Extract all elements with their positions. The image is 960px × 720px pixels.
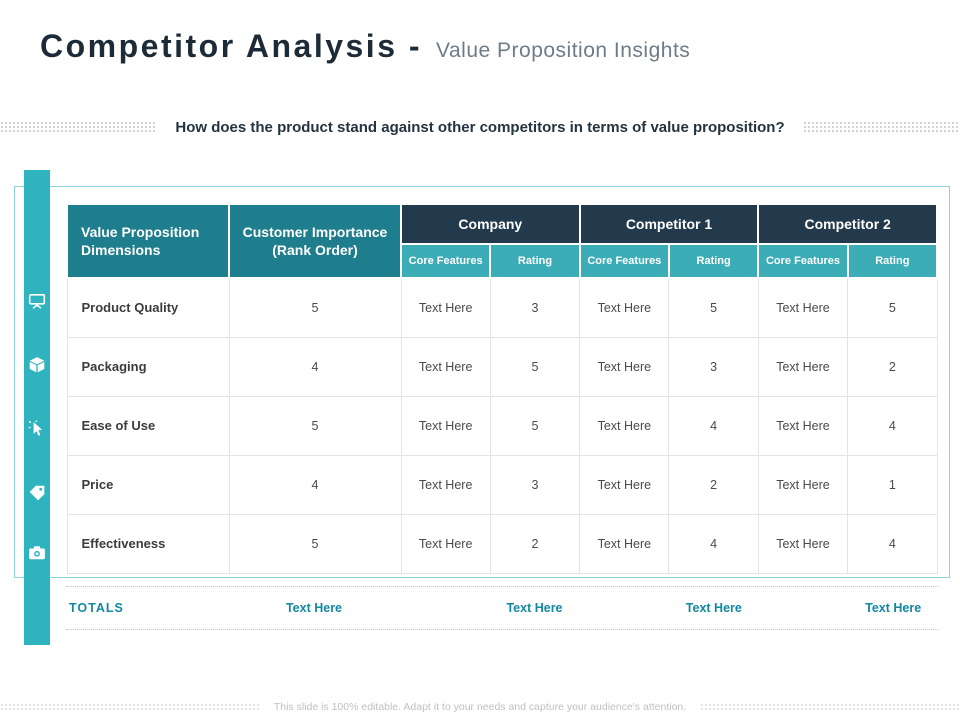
totals-row: TOTALS Text Here Text Here Text Here Tex…	[66, 586, 938, 630]
core-features-cell: Text Here	[757, 395, 849, 456]
rating-cell: 2	[847, 336, 938, 397]
totals-competitor1: Text Here	[685, 601, 742, 615]
header-dimensions: Value Proposition Dimensions	[66, 203, 230, 279]
rating-cell: 2	[489, 513, 581, 574]
table-row: Ease of Use 5 Text Here 5 Text Here 4 Te…	[66, 395, 938, 456]
click-icon	[28, 420, 43, 436]
subheader-core-features: Core Features	[399, 243, 492, 279]
core-features-cell: Text Here	[757, 336, 849, 397]
totals-label: TOTALS	[69, 601, 124, 615]
page-title: Competitor Analysis - Value Proposition …	[40, 28, 940, 65]
subheader-core-features: Core Features	[757, 243, 849, 279]
core-features-cell: Text Here	[400, 454, 491, 515]
dotted-strip-right	[802, 121, 960, 133]
table-row: Effectiveness 5 Text Here 2 Text Here 4 …	[66, 513, 938, 574]
package-icon	[29, 357, 45, 373]
rating-cell: 1	[847, 454, 938, 515]
dotted-strip-right	[700, 702, 960, 712]
subheader-core-features: Core Features	[578, 243, 670, 279]
rating-cell: 4	[668, 395, 759, 456]
rating-cell: 3	[489, 277, 581, 338]
core-features-cell: Text Here	[400, 277, 491, 338]
camera-icon	[29, 546, 45, 560]
question-banner: How does the product stand against other…	[0, 116, 960, 138]
subheader-rating: Rating	[846, 243, 939, 279]
core-features-cell: Text Here	[579, 395, 670, 456]
rating-cell: 5	[489, 336, 581, 397]
rating-cell: 2	[668, 454, 759, 515]
footer-text: This slide is 100% editable. Adapt it to…	[273, 701, 687, 713]
row-dimension-label: Packaging	[66, 336, 230, 397]
rating-cell: 4	[847, 395, 938, 456]
importance-value: 5	[228, 277, 402, 338]
row-dimension-label: Effectiveness	[66, 513, 230, 574]
header-company: Company	[400, 203, 581, 245]
row-dimension-label: Product Quality	[66, 277, 230, 338]
core-features-cell: Text Here	[579, 336, 670, 397]
importance-value: 4	[228, 454, 402, 515]
importance-value: 5	[228, 513, 402, 574]
totals-competitor2: Text Here	[865, 601, 922, 615]
table-header-row: Value Proposition Dimensions Customer Im…	[66, 203, 938, 279]
importance-value: 5	[228, 395, 402, 456]
core-features-cell: Text Here	[400, 513, 491, 574]
totals-importance: Text Here	[285, 601, 343, 615]
totals-company: Text Here	[506, 601, 563, 615]
title-sub: Value Proposition Insights	[436, 39, 691, 62]
rating-cell: 5	[847, 277, 938, 338]
accent-bar	[24, 170, 50, 645]
core-features-cell: Text Here	[757, 454, 849, 515]
rating-cell: 5	[668, 277, 759, 338]
question-text: How does the product stand against other…	[175, 118, 785, 136]
dotted-strip-left	[0, 702, 260, 712]
subheader-rating: Rating	[667, 243, 760, 279]
row-dimension-label: Price	[66, 454, 230, 515]
core-features-cell: Text Here	[757, 513, 849, 574]
table-subheader-row: Core Features Rating Core Features Ratin…	[67, 243, 939, 279]
importance-value: 4	[228, 336, 402, 397]
tag-icon	[29, 485, 45, 501]
core-features-cell: Text Here	[400, 336, 491, 397]
core-features-cell: Text Here	[579, 513, 670, 574]
core-features-cell: Text Here	[579, 277, 670, 338]
rating-cell: 4	[847, 513, 938, 574]
row-dimension-label: Ease of Use	[66, 395, 230, 456]
table-row: Product Quality 5 Text Here 3 Text Here …	[66, 277, 938, 338]
dotted-strip-left	[0, 121, 158, 133]
rating-cell: 4	[668, 513, 759, 574]
header-competitor1: Competitor 1	[578, 203, 760, 245]
core-features-cell: Text Here	[579, 454, 670, 515]
rating-cell: 3	[489, 454, 581, 515]
header-competitor2: Competitor 2	[757, 203, 938, 245]
table-row: Price 4 Text Here 3 Text Here 2 Text Her…	[66, 454, 938, 515]
table-row: Packaging 4 Text Here 5 Text Here 3 Text…	[66, 336, 938, 397]
footer: This slide is 100% editable. Adapt it to…	[0, 700, 960, 714]
rating-cell: 3	[668, 336, 759, 397]
title-main: Competitor Analysis -	[40, 28, 423, 64]
core-features-cell: Text Here	[400, 395, 491, 456]
subheader-rating: Rating	[489, 243, 581, 279]
core-features-cell: Text Here	[757, 277, 849, 338]
header-importance: Customer Importance (Rank Order)	[228, 203, 402, 279]
rating-cell: 5	[489, 395, 581, 456]
competitor-table: Value Proposition Dimensions Customer Im…	[66, 203, 939, 574]
presentation-icon	[28, 294, 46, 309]
